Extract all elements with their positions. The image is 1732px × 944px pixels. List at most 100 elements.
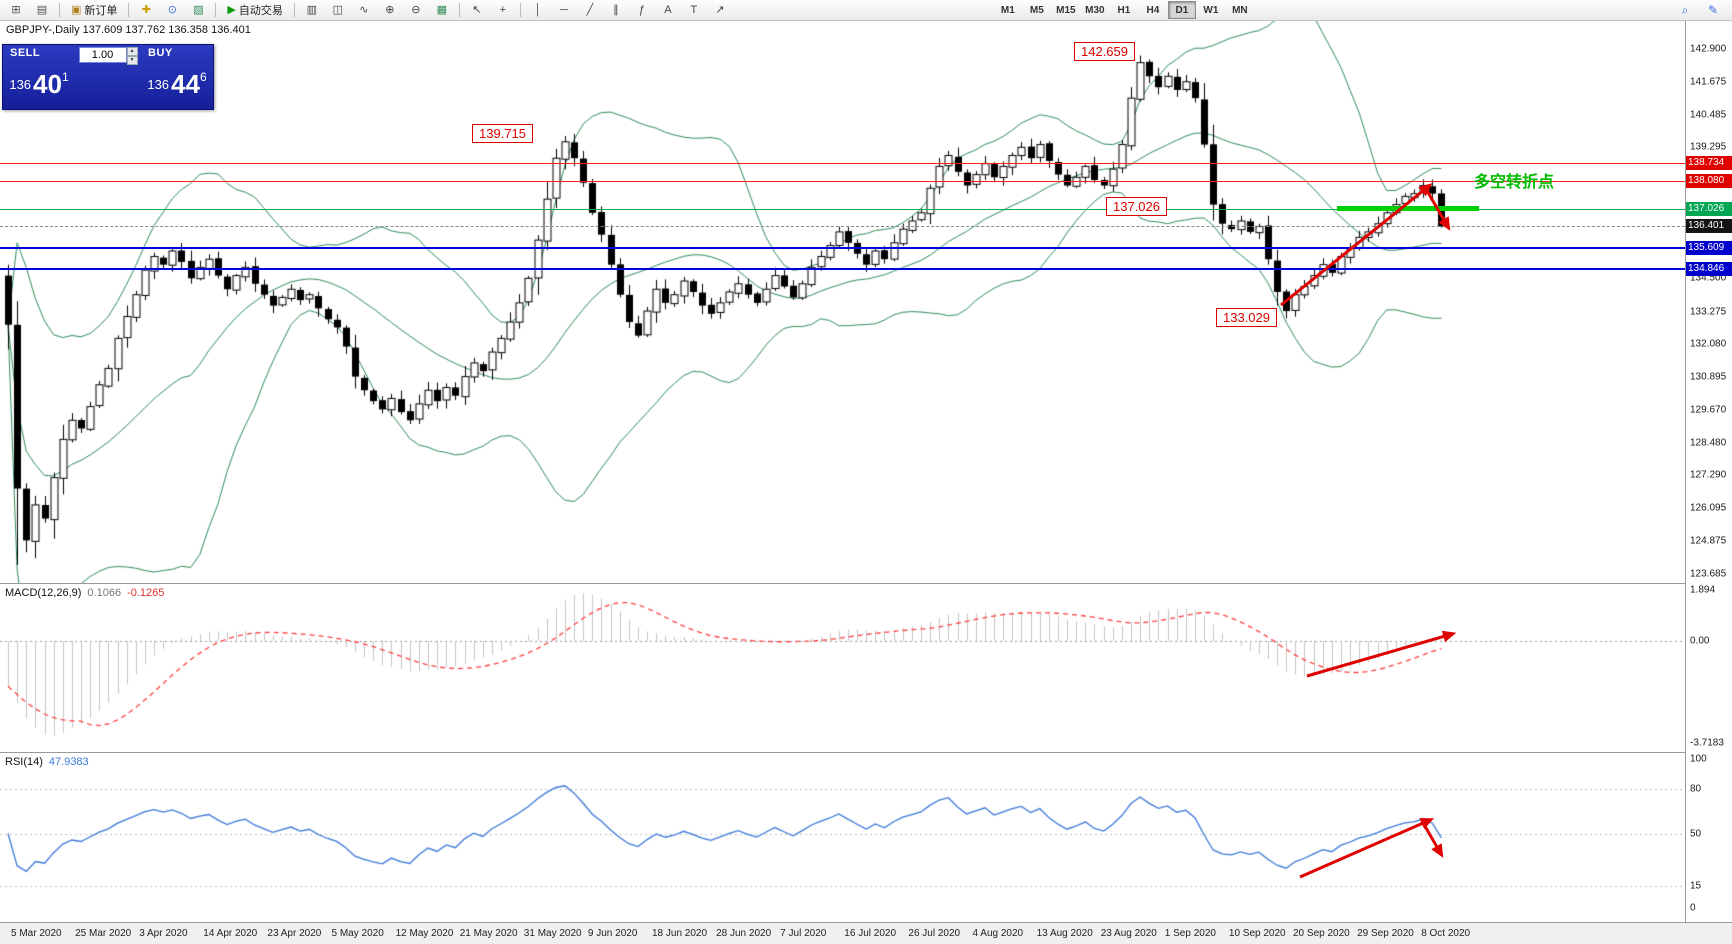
horizontal-line-135.609[interactable] (0, 247, 1685, 249)
rsi-scale-label: 50 (1690, 828, 1702, 840)
arrows-icon[interactable]: ↗ (708, 1, 732, 20)
date-label: 13 Aug 2020 (1036, 928, 1093, 939)
main-chart-canvas[interactable] (0, 20, 1685, 583)
pivot-level-segment[interactable] (1337, 206, 1479, 211)
label-icon[interactable]: T (682, 1, 706, 20)
volume-down-button[interactable]: ▼ (126, 56, 138, 65)
date-label: 26 Jul 2020 (908, 928, 961, 939)
timeframe-m1[interactable]: M1 (1000, 4, 1015, 16)
zoom-in-icon[interactable]: ⊕ (378, 1, 402, 20)
toolbar-separator (519, 3, 521, 17)
macd-scale-label: 1.894 (1690, 584, 1716, 596)
line-chart-icon[interactable]: ∿ (352, 1, 376, 20)
price-scale-label: 127.290 (1690, 469, 1727, 481)
price-scale (1685, 20, 1732, 922)
date-label: 10 Sep 2020 (1228, 928, 1286, 939)
date-label: 7 Jul 2020 (780, 928, 827, 939)
horizontal-line-icon[interactable]: ─ (552, 1, 576, 20)
chart-window-icon[interactable]: ⊞ (4, 1, 28, 20)
volume-input[interactable] (78, 47, 127, 63)
templates-icon[interactable]: ▨ (186, 1, 210, 20)
horizontal-line-138.080[interactable] (0, 180, 1685, 182)
vertical-line-icon-glyph: │ (534, 3, 542, 16)
crosshair-icon-glyph: + (499, 3, 507, 16)
timeframe-m5[interactable]: M5 (1029, 4, 1044, 16)
horizontal-line-136.401[interactable] (0, 225, 1685, 227)
rsi-scale-label: 80 (1690, 783, 1702, 795)
edit-icon[interactable]: ✎ (1707, 3, 1719, 17)
rsi-name: RSI(14) (5, 756, 43, 768)
timeframe-m30[interactable]: M30 (1085, 4, 1105, 16)
text-icon[interactable]: A (656, 1, 680, 20)
timeframe-h1[interactable]: H1 (1117, 4, 1131, 16)
toolbar-separator (293, 3, 295, 17)
horizontal-line-134.846[interactable] (0, 268, 1685, 270)
macd-canvas[interactable] (0, 584, 1685, 752)
date-label: 14 Apr 2020 (203, 928, 258, 939)
ask-pip-digit: 6 (199, 70, 207, 84)
market-watch-icon[interactable]: ▤ (30, 1, 54, 20)
bar-chart-icon[interactable]: ▥ (300, 1, 324, 20)
horizontal-line-137.026[interactable] (0, 208, 1685, 210)
channel-icon-glyph: ∥ (613, 3, 619, 16)
timeframe-w1[interactable]: W1 (1203, 4, 1219, 16)
toolbar: ⊞ ▤ ▣ 新订单 ✚ ⊙ ▨ ▶ 自动交易 ▥ ◫ ∿ ⊕ ⊖ ▦ ↖ + │ ─ ╱ ∥ ƒ A T ↗ M1 M5 M15 M30… (0, 0, 1732, 21)
cursor-icon[interactable]: ↖ (465, 1, 489, 20)
macd-label: MACD(12,26,9) 0.1066 -0.1265 (5, 587, 164, 599)
price-annotation-box[interactable]: 137.026 (1106, 197, 1167, 216)
macd-signal-value: -0.1265 (127, 587, 165, 599)
zoom-out-icon[interactable]: ⊖ (404, 1, 428, 20)
periods-icon-glyph: ⊙ (167, 3, 178, 16)
price-annotation-box[interactable]: 142.659 (1074, 42, 1135, 61)
trendline-icon[interactable]: ╱ (578, 1, 602, 20)
toolbar-separator (128, 3, 130, 17)
autotrading-button[interactable]: ▶ 自动交易 (221, 1, 288, 20)
buy-label: BUY (148, 47, 173, 59)
tile-windows-icon[interactable]: ▦ (430, 1, 454, 20)
rsi-value: 47.9383 (48, 756, 89, 768)
sell-button[interactable]: SELL 136 40 1 (3, 45, 75, 109)
price-scale-label: 130.895 (1690, 371, 1727, 383)
indicators-icon[interactable]: ✚ (134, 1, 158, 20)
date-label: 16 Jul 2020 (844, 928, 897, 939)
arrows-icon-glyph: ↗ (715, 3, 725, 16)
fibonacci-icon[interactable]: ƒ (630, 1, 654, 20)
price-annotation-box[interactable]: 139.715 (472, 124, 533, 143)
price-scale-label: 133.275 (1690, 306, 1727, 318)
timeframe-d1[interactable]: D1 (1167, 1, 1196, 19)
buy-button[interactable]: BUY 136 44 6 (141, 45, 213, 109)
date-label: 12 May 2020 (395, 928, 454, 939)
date-label: 31 May 2020 (523, 928, 582, 939)
price-scale-label: 140.485 (1690, 109, 1727, 121)
periods-icon[interactable]: ⊙ (160, 1, 184, 20)
fibonacci-icon-glyph: ƒ (638, 3, 645, 16)
date-label: 5 Mar 2020 (11, 928, 62, 939)
rsi-canvas[interactable] (0, 753, 1685, 922)
crosshair-icon[interactable]: + (491, 1, 515, 20)
price-scale-label: 128.480 (1690, 437, 1727, 449)
timeframe-mn[interactable]: MN (1232, 4, 1248, 16)
pivot-note-text[interactable]: 多空转折点 (1474, 174, 1555, 191)
timeframe-h4[interactable]: H4 (1146, 4, 1160, 16)
channel-icon[interactable]: ∥ (604, 1, 628, 20)
symbol-ohlc-line: GBPJPY-,Daily 137.609 137.762 136.358 13… (6, 24, 251, 36)
bar-chart-icon-glyph: ▥ (306, 3, 318, 16)
vertical-line-icon[interactable]: │ (526, 1, 550, 20)
price-badge: 138.734 (1686, 156, 1732, 170)
price-annotation-box[interactable]: 133.029 (1216, 308, 1277, 327)
main-macd-separator[interactable] (0, 583, 1732, 584)
horizontal-line-138.734[interactable] (0, 162, 1685, 164)
market-watch-icon-glyph: ▤ (36, 3, 48, 16)
macd-rsi-separator[interactable] (0, 752, 1732, 753)
date-label: 25 Mar 2020 (75, 928, 132, 939)
date-label: 18 Jun 2020 (652, 928, 708, 939)
candlestick-chart-icon[interactable]: ◫ (326, 1, 350, 20)
toolbar-right-icons: ⌕ ✎ (1673, 1, 1725, 20)
date-label: 21 May 2020 (459, 928, 518, 939)
volume-up-button[interactable]: ▲ (126, 47, 138, 56)
new-order-button[interactable]: ▣ 新订单 (65, 1, 123, 20)
timeframe-m15[interactable]: M15 (1056, 4, 1076, 16)
ask-big-digits: 44 (171, 69, 200, 99)
search-icon[interactable]: ⌕ (1681, 2, 1689, 17)
new-order-button-label: 新订单 (84, 5, 118, 17)
